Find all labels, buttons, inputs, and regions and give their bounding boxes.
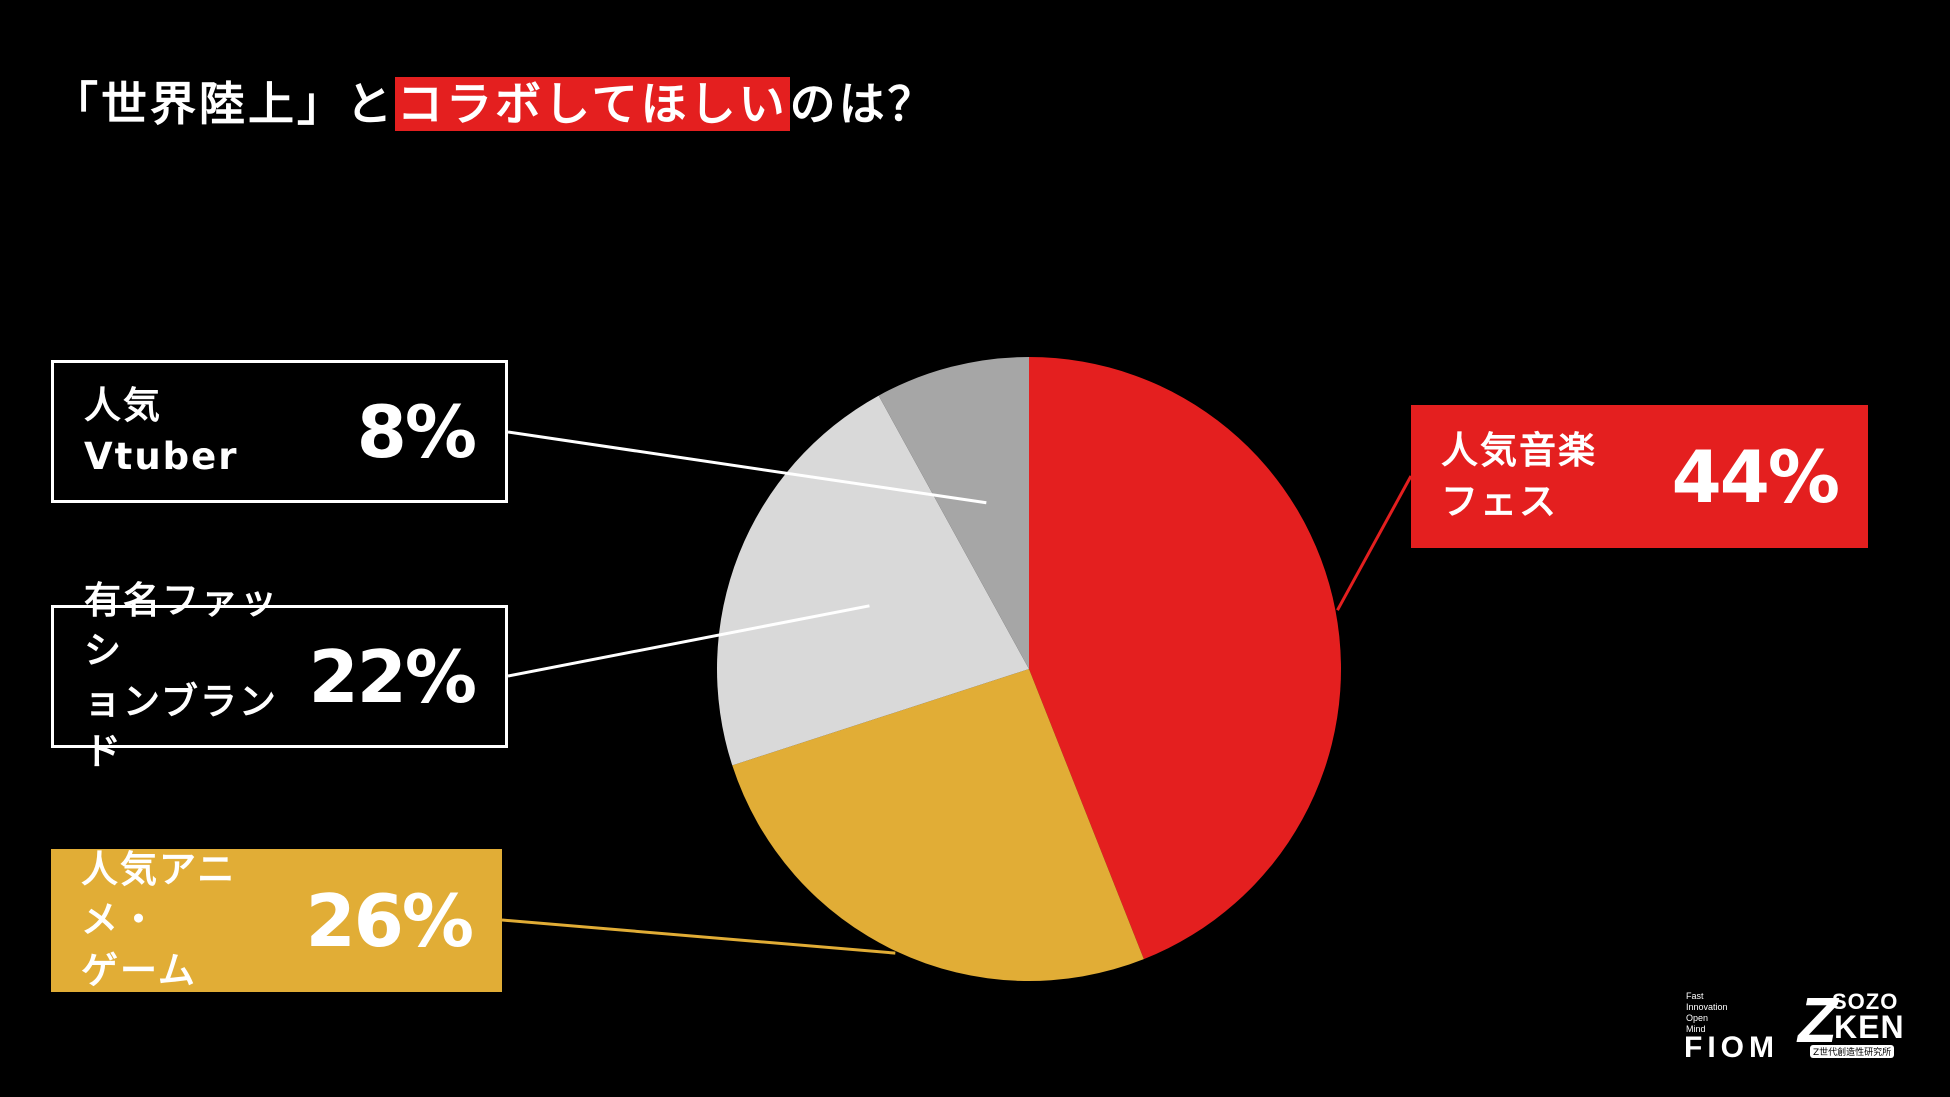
slice-label-fashion-brand: 有名ファッシ ョンブランド: [84, 578, 279, 773]
slice-value-music-fes: 44%: [1671, 434, 1840, 519]
label-box-vtuber: 人気 Vtuber 8%: [51, 360, 508, 503]
title-prefix: 「世界陸上」と: [52, 77, 395, 131]
slice-label-anime-game: 人気アニメ・ ゲーム: [81, 848, 237, 992]
slice-value-vtuber: 8%: [356, 389, 477, 474]
pie-slice-music-fes: [1029, 357, 1341, 960]
pie-slice-vtuber: [878, 357, 1029, 669]
zken-logo: Z SOZO KEN Z世代創造性研究所: [1798, 984, 1904, 1059]
footer-logos: Fast Innovation Open Mind FIOM Z SOZO KE…: [1680, 984, 1910, 1065]
zken-subtitle: Z世代創造性研究所: [1810, 1045, 1895, 1058]
fiom-tagline: Fast Innovation Open Mind: [1686, 991, 1728, 1034]
slice-label-music-fes: 人気音楽 フェス: [1441, 429, 1597, 523]
zken-ken: KEN: [1834, 1009, 1905, 1045]
leader-line-anime-game: [501, 918, 896, 955]
label-box-anime-game: 人気アニメ・ ゲーム 26%: [51, 848, 502, 992]
label-box-fashion-brand: 有名ファッシ ョンブランド 22%: [51, 579, 508, 773]
pie-slice-anime-game: [732, 669, 1144, 981]
title-highlight: コラボしてほしい: [395, 77, 790, 131]
slice-value-anime-game: 26%: [305, 878, 474, 963]
label-box-music-fes: 人気音楽 フェス 44%: [1411, 405, 1868, 548]
zken-sozo: SOZO: [1832, 989, 1899, 1014]
pie-slice-fashion-brand: [717, 395, 1029, 766]
zken-z-letter: Z: [1798, 984, 1838, 1056]
leader-line-music-fes: [1336, 475, 1413, 611]
page-title: 「世界陸上」とコラボしてほしいのは？: [52, 72, 937, 136]
slice-label-vtuber: 人気 Vtuber: [84, 384, 239, 478]
leader-line-vtuber: [507, 430, 987, 505]
leader-line-fashion-brand: [507, 604, 870, 678]
slice-value-fashion-brand: 22%: [308, 634, 477, 719]
fiom-logo: FIOM: [1684, 1031, 1779, 1064]
title-suffix: のは？: [789, 77, 937, 131]
